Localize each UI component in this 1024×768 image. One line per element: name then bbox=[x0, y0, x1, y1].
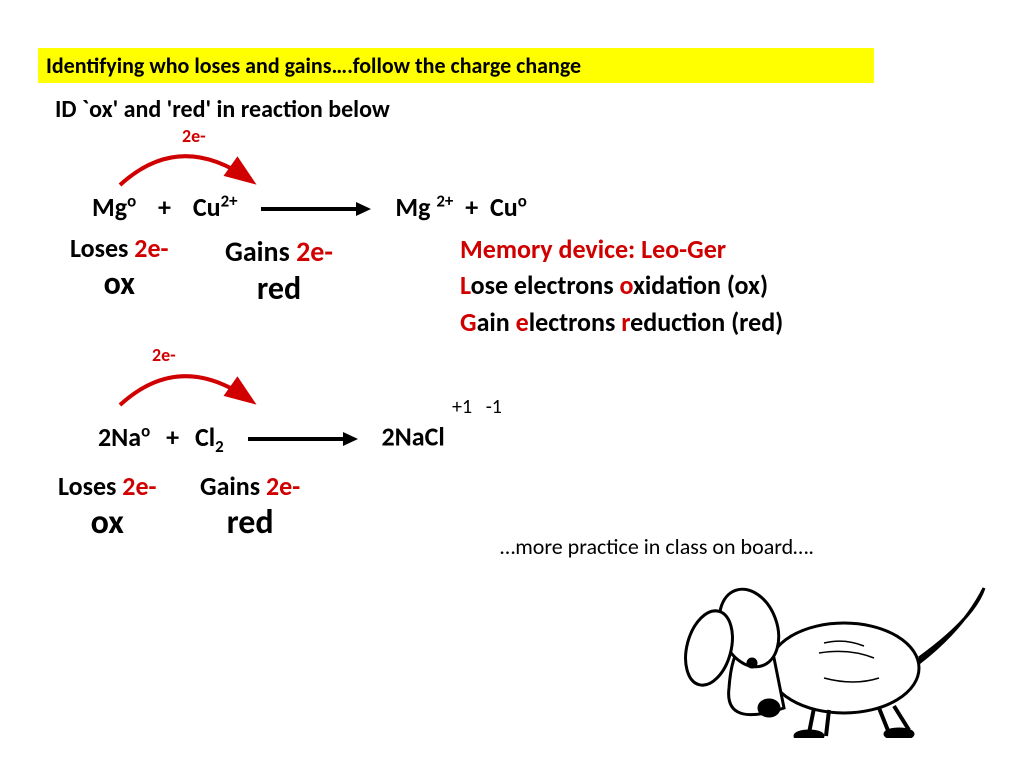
electron-arrow-2 bbox=[105, 360, 285, 410]
eq1-r1: Mgo bbox=[92, 191, 136, 223]
more-practice: …more practice in class on board…. bbox=[500, 533, 814, 560]
arrow1-label: 2e- bbox=[182, 125, 206, 147]
reaction-arrow-icon bbox=[248, 429, 358, 449]
equation-2: 2Nao + Cl2 2NaCl bbox=[98, 420, 445, 457]
plus: + bbox=[166, 421, 179, 453]
mem-line1: Memory device: Leo-Ger bbox=[460, 231, 783, 267]
eq2-charges: +1 -1 bbox=[452, 395, 502, 419]
eq2-r1: 2Nao bbox=[98, 421, 150, 453]
dog-image bbox=[664, 558, 994, 738]
electron-arrow-1 bbox=[100, 140, 280, 190]
eq2-right-anno: Gains 2e- red bbox=[200, 470, 300, 543]
mem-line2: Lose electrons oxidation (ox) bbox=[460, 267, 783, 303]
eq1-p2: Cuo bbox=[490, 191, 527, 223]
mem-line3: Gain electrons reduction (red) bbox=[460, 304, 783, 340]
memory-device: Memory device: Leo-Ger Lose electrons ox… bbox=[460, 231, 783, 340]
subtitle: ID `ox' and 'red' in reaction below bbox=[55, 95, 390, 124]
eq1-left-anno: Loses 2e- ox bbox=[70, 232, 169, 303]
title-text: Identifying who loses and gains….follow … bbox=[46, 52, 581, 79]
reaction-arrow-icon bbox=[261, 199, 371, 219]
eq2-p1: 2NaCl bbox=[381, 421, 444, 453]
eq1-p1: Mg 2+ bbox=[395, 191, 453, 223]
plus: + bbox=[158, 191, 171, 223]
eq1-r2: Cu2+ bbox=[193, 191, 238, 223]
eq2-r2: Cl2 bbox=[195, 421, 224, 453]
equation-1: Mgo + Cu2+ Mg 2+ + Cuo bbox=[92, 190, 527, 223]
plus: + bbox=[465, 191, 478, 223]
title-bar: Identifying who loses and gains….follow … bbox=[38, 48, 874, 83]
eq2-left-anno: Loses 2e- ox bbox=[58, 470, 157, 543]
eq1-right-anno: Gains 2e- red bbox=[225, 234, 333, 308]
arrow2-label: 2e- bbox=[152, 344, 176, 366]
